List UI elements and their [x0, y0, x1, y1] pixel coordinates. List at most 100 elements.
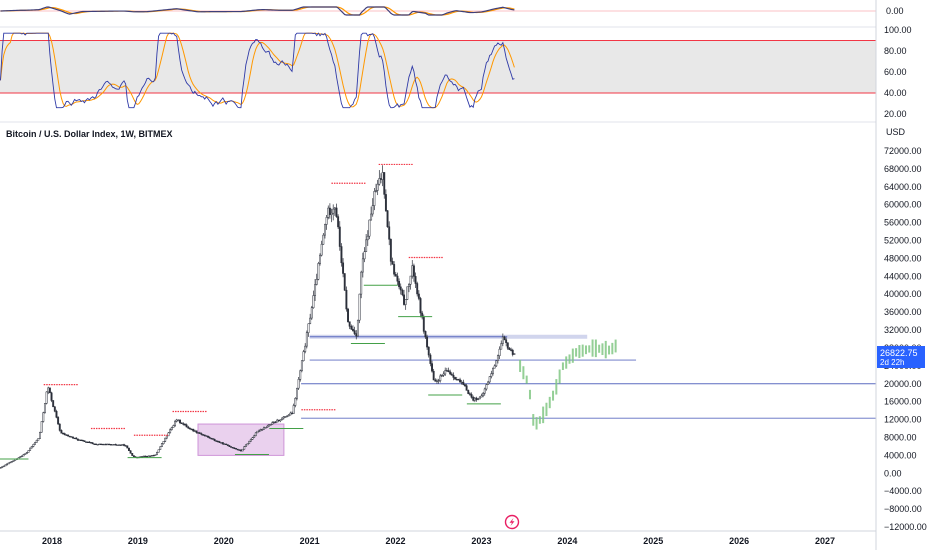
- candle-body: [337, 216, 340, 228]
- candle-body: [332, 208, 335, 214]
- candle-body: [391, 261, 394, 265]
- price-panel: [0, 163, 876, 469]
- candle-body: [253, 435, 256, 439]
- candle-body: [286, 415, 289, 418]
- candle-body: [182, 423, 185, 425]
- price-tick-label: 44000.00: [884, 271, 922, 281]
- candle-body: [432, 370, 435, 381]
- price-tick-label: −4000.00: [884, 486, 922, 496]
- rsi-axis: 100.00 80.00 60.00 40.00 20.00: [884, 25, 912, 119]
- candle-body: [462, 381, 465, 385]
- candle-body: [490, 373, 493, 377]
- candle-body: [416, 283, 419, 295]
- candle-body: [238, 449, 241, 451]
- candle-body: [299, 370, 302, 380]
- candle-body: [324, 224, 326, 236]
- candle-body: [424, 331, 427, 338]
- candle-body: [513, 353, 516, 355]
- candle-body: [157, 449, 160, 453]
- candle-body: [338, 226, 341, 247]
- macd-axis: 0.00: [886, 6, 904, 16]
- time-axis[interactable]: 2018 2019 2020 2021 2022 2023 2024 2025 2026 2027: [42, 536, 835, 546]
- projection-bar: [532, 414, 535, 426]
- candle-body: [393, 264, 396, 275]
- projection-bar: [568, 354, 571, 364]
- candle-body: [487, 381, 489, 385]
- rsi-tick-label: 100.00: [884, 25, 912, 35]
- candle-body: [258, 430, 261, 432]
- candle-body: [444, 370, 447, 375]
- candle-body: [48, 387, 51, 394]
- price-tick-label: 32000.00: [884, 325, 922, 335]
- candle-body: [152, 455, 155, 457]
- candle-body: [429, 354, 432, 364]
- price-axis[interactable]: 72000.00 68000.00 64000.00 60000.00 56000.00…: [884, 146, 927, 532]
- candle-body: [80, 439, 83, 441]
- candle-body: [218, 441, 221, 443]
- candle-body: [243, 446, 246, 450]
- price-tick-label: 64000.00: [884, 182, 922, 192]
- candle-body: [371, 205, 374, 215]
- candle-body: [228, 445, 231, 447]
- projection-bar: [591, 339, 594, 357]
- candle-body: [32, 444, 35, 447]
- candle-body: [460, 381, 463, 384]
- candle-body: [477, 398, 480, 401]
- candle-body: [437, 380, 440, 382]
- candle-body: [342, 262, 345, 274]
- candle-body: [493, 365, 496, 369]
- candle-body: [175, 419, 178, 422]
- rsi-band: [0, 40, 876, 93]
- candle-body: [414, 276, 417, 284]
- candle-body: [409, 275, 412, 285]
- candle-body: [131, 453, 134, 456]
- candle-body: [505, 339, 508, 343]
- candle-body: [99, 443, 102, 446]
- candle-body: [381, 172, 384, 180]
- candle-body: [29, 447, 32, 451]
- candle-body: [240, 449, 242, 452]
- projection-bar: [614, 339, 617, 353]
- candle-body: [244, 444, 247, 447]
- candle-body: [90, 442, 93, 444]
- candle-body: [109, 444, 112, 446]
- candle-body: [160, 443, 163, 447]
- bolt-icon[interactable]: [504, 514, 520, 530]
- candle-body: [388, 226, 391, 240]
- price-tick-label: 12000.00: [884, 415, 922, 425]
- candle-body: [76, 438, 79, 441]
- candle-body: [406, 286, 409, 300]
- projection-bar: [545, 402, 548, 417]
- candle-body: [65, 434, 68, 436]
- candle-body: [503, 336, 506, 341]
- projection-bar: [555, 379, 558, 395]
- price-tick-label: 4000.00: [884, 450, 917, 460]
- projection-bar: [528, 389, 531, 400]
- candle-body: [123, 444, 125, 446]
- candle-body: [492, 367, 494, 374]
- candle-body: [380, 178, 382, 180]
- candle-body: [149, 455, 152, 457]
- candle-body: [86, 441, 89, 443]
- candle-body: [185, 424, 188, 428]
- candle-body: [40, 421, 43, 433]
- candle-body: [365, 239, 368, 253]
- candle-body: [226, 444, 229, 446]
- candle-body: [154, 454, 157, 456]
- candle-body: [478, 396, 481, 400]
- candle-body: [378, 178, 381, 185]
- candle-body: [472, 397, 475, 401]
- candle-body: [85, 441, 88, 443]
- candle-body: [343, 273, 346, 291]
- candle-body: [27, 450, 30, 453]
- candle-body: [210, 437, 213, 440]
- price-tick-label: 36000.00: [884, 307, 922, 317]
- candle-body: [124, 445, 127, 447]
- candle-body: [25, 452, 28, 454]
- projection-bar: [608, 345, 611, 355]
- candle-body: [230, 446, 233, 448]
- candle-body: [305, 332, 308, 347]
- candle-body: [142, 455, 145, 458]
- projection-bar: [575, 348, 578, 357]
- candle-body: [259, 429, 262, 432]
